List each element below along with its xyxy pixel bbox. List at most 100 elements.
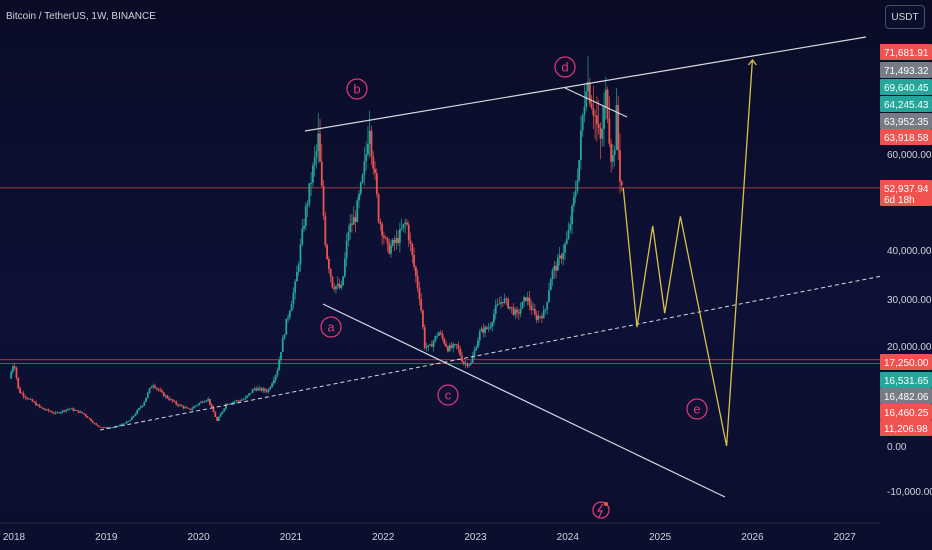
- candle-body: [319, 133, 321, 161]
- candle-body: [328, 259, 330, 269]
- candle-body: [207, 399, 209, 401]
- candle-body: [253, 389, 255, 390]
- candle-body: [449, 345, 451, 351]
- chart-title: Bitcoin / TetherUS, 1W, BINANCE: [6, 11, 156, 22]
- candle-body: [559, 255, 561, 258]
- candle-body: [266, 391, 268, 392]
- candle-body: [65, 410, 67, 412]
- candle-body: [154, 386, 156, 388]
- candle-body: [340, 285, 342, 288]
- candle-body: [498, 304, 500, 305]
- time-axis-tick: 2023: [464, 532, 487, 543]
- candle-body: [12, 366, 14, 372]
- price-tag-label: 63,952.35: [884, 117, 929, 128]
- candle-body: [404, 222, 406, 223]
- candle-body: [582, 115, 584, 130]
- candle-body: [475, 348, 477, 351]
- candle-body: [424, 327, 426, 348]
- candle-body: [119, 425, 121, 426]
- candle-body: [49, 411, 51, 412]
- price-tag-label: 52,937.94: [884, 184, 929, 195]
- candle-body: [442, 334, 444, 339]
- candle-body: [159, 390, 161, 391]
- candle-body: [355, 217, 357, 222]
- candle-body: [122, 424, 124, 425]
- currency-button[interactable]: USDT: [885, 5, 925, 29]
- candle-body: [268, 389, 270, 392]
- candle-body: [90, 419, 92, 421]
- candle-body: [111, 427, 113, 428]
- candle-body: [174, 401, 176, 402]
- candle-body: [206, 400, 208, 401]
- candle-body: [200, 402, 202, 403]
- wave-labels: abcde: [321, 57, 707, 419]
- candle-body: [138, 408, 140, 410]
- candle-body: [142, 405, 144, 406]
- candle-body: [348, 232, 350, 241]
- candle-body: [326, 245, 328, 259]
- candle-body: [450, 345, 452, 347]
- candle-body: [410, 240, 412, 244]
- candle-body: [103, 427, 105, 428]
- alert-icon[interactable]: [593, 502, 609, 518]
- candle-body: [197, 405, 199, 406]
- candle-body: [232, 402, 234, 403]
- candle-body: [468, 365, 470, 366]
- candle-body: [17, 378, 19, 389]
- support-dashed-line[interactable]: [100, 276, 882, 430]
- candle-body: [346, 241, 348, 259]
- candle-body: [596, 116, 598, 125]
- candle-body: [617, 105, 619, 150]
- projection-path[interactable]: [623, 60, 752, 446]
- candle-body: [482, 329, 484, 333]
- candle-body: [282, 338, 284, 352]
- price-tag-label: 16,460.25: [884, 408, 929, 419]
- candle-body: [58, 412, 60, 413]
- candle-body: [621, 182, 623, 186]
- candle-body: [397, 238, 399, 243]
- wave-label-b: b: [353, 82, 360, 97]
- candle-body: [566, 239, 568, 244]
- candle-body: [591, 103, 593, 108]
- candle-body: [223, 409, 225, 412]
- price-axis-tick: 30,000.00: [887, 295, 932, 306]
- candle-body: [175, 402, 177, 405]
- candle-body: [204, 402, 206, 403]
- candle-body: [454, 344, 456, 345]
- candle-body: [285, 319, 287, 335]
- candle-body: [188, 408, 190, 409]
- time-axis-tick: 2025: [649, 532, 672, 543]
- candle-body: [133, 416, 135, 417]
- candle-body: [323, 186, 325, 216]
- lower-channel-line[interactable]: [323, 304, 725, 497]
- price-tag-label: 16,482.06: [884, 392, 929, 403]
- candle-body: [259, 388, 261, 389]
- candle-body: [491, 322, 493, 326]
- candle-body: [147, 393, 149, 398]
- candle-body: [608, 119, 610, 144]
- candle-body: [60, 412, 62, 413]
- upper-channel-line[interactable]: [305, 37, 866, 131]
- candle-body: [305, 206, 307, 226]
- candle-body: [71, 408, 73, 409]
- candle-body: [445, 344, 447, 347]
- candle-body: [388, 243, 390, 253]
- candle-body: [261, 388, 263, 391]
- candle-body: [415, 267, 417, 276]
- candle-body: [236, 401, 238, 402]
- candle-body: [273, 380, 275, 383]
- d-trend-line[interactable]: [565, 88, 627, 117]
- candle-body: [465, 363, 467, 364]
- candle-body: [32, 399, 34, 401]
- candle-body: [333, 287, 335, 289]
- candle-body: [181, 405, 183, 406]
- candle-body: [536, 314, 538, 319]
- price-tag-label: 11,206.98: [884, 424, 928, 435]
- candle-body: [339, 284, 341, 288]
- candle-body: [381, 224, 383, 235]
- candle-body: [374, 169, 376, 173]
- candle-body: [234, 402, 236, 403]
- candle-body: [308, 183, 310, 204]
- candle-body: [379, 221, 381, 224]
